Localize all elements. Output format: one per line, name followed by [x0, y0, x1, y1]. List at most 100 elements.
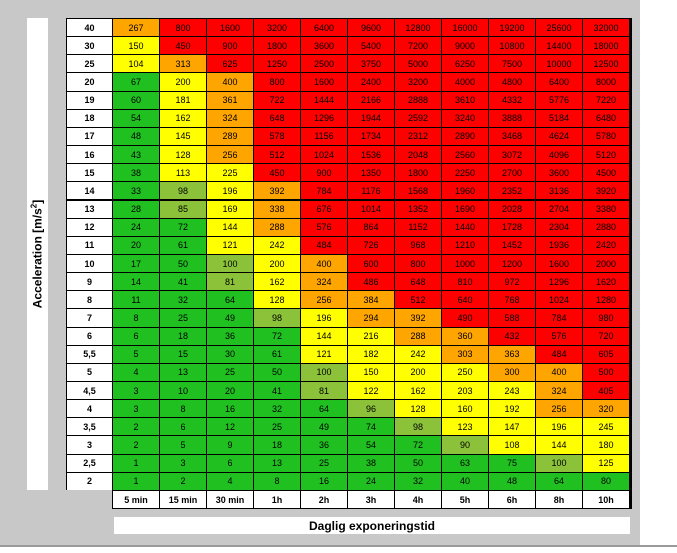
heatmap-cell: 182 [348, 345, 394, 363]
heatmap-cell: 625 [207, 55, 253, 73]
heatmap-cell: 484 [301, 236, 347, 254]
heatmap-cell: 25 [160, 309, 206, 327]
heatmap-cell: 14400 [536, 37, 582, 55]
heatmap-cell: 200 [395, 363, 441, 381]
heatmap-cell: 28 [113, 200, 159, 218]
heatmap-cell: 2420 [583, 236, 629, 254]
heatmap-cell: 1734 [348, 127, 394, 146]
heatmap-cell: 5 [113, 345, 159, 363]
heatmap-cell: 243 [489, 382, 535, 400]
heatmap-cell: 64 [207, 291, 253, 309]
heatmap-cell: 900 [301, 164, 347, 182]
heatmap-cell: 768 [489, 291, 535, 309]
heatmap-cell: 8 [160, 400, 206, 418]
heatmap-cell: 4800 [489, 73, 535, 91]
heatmap-cell: 288 [254, 218, 300, 236]
heatmap-cell: 25 [254, 418, 300, 436]
heatmap-cell: 1440 [442, 218, 488, 236]
heatmap-cell: 2352 [489, 182, 535, 200]
heatmap-cell: 5184 [536, 109, 582, 127]
heatmap-cell: 100 [207, 254, 253, 273]
heatmap-cell: 5400 [348, 37, 394, 55]
heatmap-cell: 18 [254, 436, 300, 454]
heatmap-cell: 2250 [442, 164, 488, 182]
heatmap-cell: 81 [207, 273, 253, 291]
heatmap-cell: 1960 [442, 182, 488, 200]
heatmap-cell: 1600 [207, 19, 253, 37]
heatmap-cell: 432 [489, 327, 535, 345]
heatmap-cell: 80 [583, 472, 629, 490]
heatmap-cell: 64 [536, 472, 582, 490]
row-label: 16 [67, 146, 112, 164]
heatmap-cell: 72 [395, 436, 441, 454]
heatmap-cell: 2 [160, 472, 206, 490]
heatmap-cell: 361 [207, 91, 253, 109]
heatmap-cell: 392 [395, 309, 441, 327]
heatmap-cell: 19200 [489, 19, 535, 37]
heatmap-cell: 1690 [442, 200, 488, 218]
heatmap-cell: 1210 [442, 236, 488, 254]
heatmap-cell: 2166 [348, 91, 394, 109]
heatmap-cell: 4624 [536, 127, 582, 146]
heatmap-cell: 25 [301, 454, 347, 472]
heatmap-cell: 800 [254, 73, 300, 91]
heatmap-cell: 1352 [395, 200, 441, 218]
heatmap-cell: 384 [348, 291, 394, 309]
heatmap-cell: 145 [160, 127, 206, 146]
heatmap-cell: 50 [395, 454, 441, 472]
row-label: 18 [67, 109, 112, 127]
heatmap-cell: 676 [301, 200, 347, 218]
x-axis-label: Daglig exponeringstid [308, 519, 436, 533]
heatmap-cell: 320 [583, 400, 629, 418]
heatmap-cell: 2 [113, 436, 159, 454]
row-label: 3,5 [67, 418, 112, 436]
heatmap-cell: 30 [207, 345, 253, 363]
heatmap-cell: 1250 [254, 55, 300, 73]
row-label: 15 [67, 164, 112, 182]
heatmap-cell: 726 [348, 236, 394, 254]
heatmap-cell: 216 [348, 327, 394, 345]
heatmap-cell: 1800 [395, 164, 441, 182]
heatmap-cell: 6480 [583, 109, 629, 127]
heatmap-cell: 900 [207, 37, 253, 55]
heatmap-cell: 400 [207, 73, 253, 91]
column-label: 4h [395, 491, 441, 508]
heatmap-cell: 3200 [395, 73, 441, 91]
heatmap-cell: 4 [113, 363, 159, 381]
heatmap-cell: 3136 [536, 182, 582, 200]
heatmap-cell: 225 [207, 164, 253, 182]
heatmap-cell: 864 [348, 218, 394, 236]
heatmap-cell: 5120 [583, 146, 629, 164]
row-label: 40 [67, 19, 112, 37]
heatmap-cell: 3600 [536, 164, 582, 182]
heatmap-cell: 2880 [583, 218, 629, 236]
row-label: 11 [67, 236, 112, 254]
y-axis-label-exponent: 2 [29, 203, 39, 209]
heatmap-cell: 9000 [442, 37, 488, 55]
heatmap-cell: 180 [583, 436, 629, 454]
heatmap-cell: 8 [113, 309, 159, 327]
heatmap-cell: 38 [348, 454, 394, 472]
heatmap-cell: 1620 [583, 273, 629, 291]
heatmap-cell: 3 [113, 400, 159, 418]
row-label: 6 [67, 327, 112, 345]
heatmap-cell: 1936 [536, 236, 582, 254]
heatmap-cell: 32 [395, 472, 441, 490]
row-label: 12 [67, 218, 112, 236]
heatmap-cell: 6 [113, 327, 159, 345]
row-label: 2,5 [67, 454, 112, 472]
heatmap-cell: 1200 [489, 254, 535, 273]
heatmap-cell: 144 [301, 327, 347, 345]
heatmap-cell: 1444 [301, 91, 347, 109]
row-label: 4 [67, 400, 112, 418]
row-label: 30 [67, 37, 112, 55]
heatmap-cell: 160 [442, 400, 488, 418]
heatmap-cell: 242 [254, 236, 300, 254]
heatmap-cell: 36 [301, 436, 347, 454]
heatmap-cell: 196 [301, 309, 347, 327]
heatmap-cell: 18000 [583, 37, 629, 55]
row-label: 8 [67, 291, 112, 309]
heatmap-cell: 512 [395, 291, 441, 309]
heatmap-cell: 144 [207, 218, 253, 236]
heatmap-cell: 588 [489, 309, 535, 327]
